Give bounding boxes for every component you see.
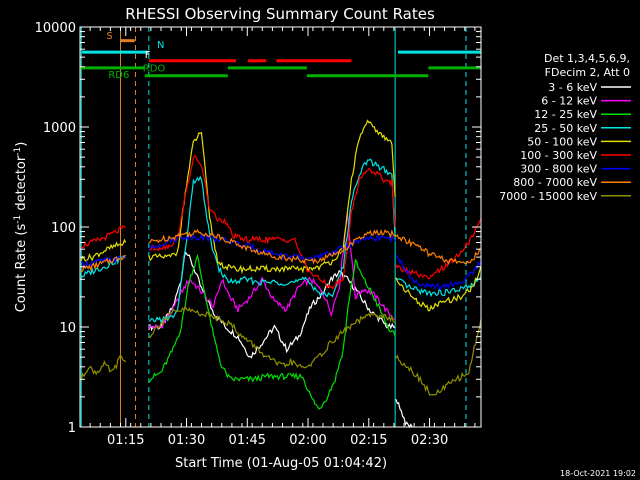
series-6-segment-0 <box>80 255 126 268</box>
y-axis-label-main: Count Rate (s <box>14 224 29 313</box>
legend-label-7: 800 - 7000 keV <box>513 176 597 189</box>
series-3-segment-1 <box>148 158 396 324</box>
y-axis-label-sup2: -1 <box>13 147 23 156</box>
flag-label-1: N <box>157 40 164 51</box>
series-0-segment-0 <box>148 250 396 359</box>
chart-title: RHESSI Observing Summary Count Rates <box>125 5 435 23</box>
legend-label-4: 50 - 100 keV <box>527 135 597 148</box>
legend-label-8: 7000 - 15000 keV <box>499 190 597 203</box>
legend-label-0: 3 - 6 keV <box>548 81 597 94</box>
y-axis-label: Count Rate (s-1 detector-1) <box>13 142 29 313</box>
y-tick-label-0: 1 <box>68 421 76 436</box>
series-2-segment-0 <box>148 253 396 410</box>
series-5-segment-0 <box>80 224 126 249</box>
y-tick-label-2: 100 <box>51 221 76 236</box>
flag-label-3: RDO <box>143 63 166 74</box>
x-tick-label-0: 01:15 <box>107 433 144 448</box>
series-5 <box>80 154 482 290</box>
series-5-segment-2 <box>395 218 482 280</box>
x-axis-label: Start Time (01-Aug-05 01:04:42) <box>175 456 387 471</box>
series-2 <box>148 253 396 410</box>
legend-label-6: 300 - 800 keV <box>520 163 597 176</box>
flags-layer: S NF RDO RD6 <box>80 31 481 81</box>
series-8 <box>80 305 482 396</box>
timestamp: 18-Oct-2021 19:02 <box>560 469 636 478</box>
legend-label-1: 6 - 12 keV <box>541 95 597 108</box>
series-3-segment-2 <box>395 276 482 298</box>
series-7-segment-1 <box>148 228 482 266</box>
series-8-segment-1 <box>148 305 397 369</box>
axes-layer: 1 10 100 1000 10000 01:15 01:30 01:45 02:00 02:15… <box>35 21 481 448</box>
series-4-segment-2 <box>395 266 482 312</box>
x-tick-label-2: 01:45 <box>229 433 266 448</box>
series-8-segment-2 <box>395 318 482 396</box>
legend: Det 1,3,4,5,6,9, FDecim 2, Att 0 3 - 6 k… <box>499 52 631 203</box>
x-tick-label-4: 02:15 <box>350 433 387 448</box>
series-7-segment-0 <box>81 254 126 272</box>
series-7 <box>81 228 482 272</box>
x-tick-label-1: 01:30 <box>168 433 205 448</box>
y-axis-label-end: detector <box>14 155 29 215</box>
y-axis-label-sup: -1 <box>13 215 23 224</box>
series-4 <box>80 119 482 312</box>
y-axis-label-close: ) <box>14 142 29 147</box>
legend-label-2: 12 - 25 keV <box>534 108 597 121</box>
series-4-segment-0 <box>80 238 127 262</box>
series-4-segment-1 <box>148 119 396 275</box>
y-tick-label-1: 10 <box>59 321 76 336</box>
y-tick-label-4: 10000 <box>35 21 76 36</box>
series-8-segment-0 <box>80 353 127 381</box>
flag-label-4: RD6 <box>108 70 129 81</box>
legend-label-3: 25 - 50 keV <box>534 122 597 135</box>
legend-header-line-1: Det 1,3,4,5,6,9, <box>544 52 630 65</box>
series-5-segment-1 <box>148 154 396 290</box>
y-tick-label-3: 1000 <box>43 121 76 136</box>
series-6-segment-2 <box>395 254 482 290</box>
flag-label-0: S <box>106 31 112 42</box>
legend-label-5: 100 - 300 keV <box>520 149 597 162</box>
x-tick-label-5: 02:30 <box>411 433 448 448</box>
x-tick-label-3: 02:00 <box>289 433 326 448</box>
flag-label-2: F <box>145 50 151 61</box>
series-layer <box>80 119 482 429</box>
legend-header-line-2: FDecim 2, Att 0 <box>545 66 630 79</box>
